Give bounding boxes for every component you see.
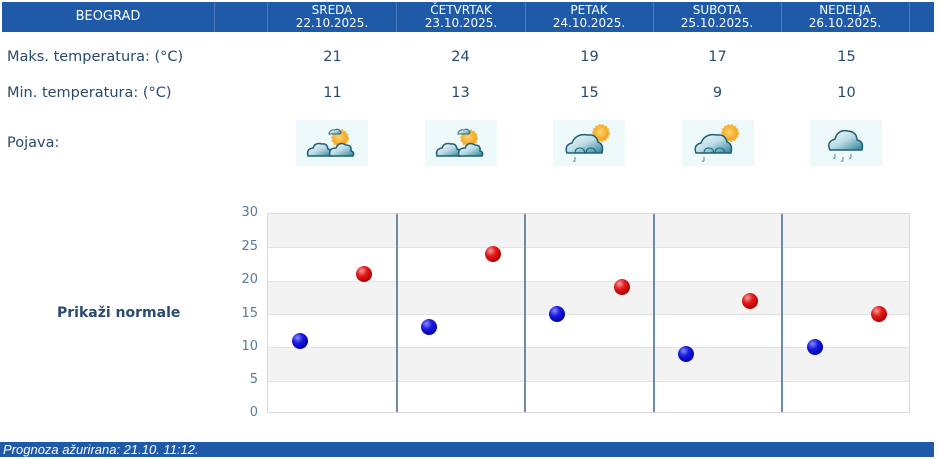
min-temp-marker	[549, 306, 566, 322]
temperature-chart	[267, 213, 910, 413]
gridline	[268, 381, 909, 382]
min-temp-marker	[806, 339, 823, 356]
phenomenon-label: Pojava:	[7, 135, 60, 151]
min-temp-marker	[292, 332, 309, 349]
day-date: 24.10.2025.	[552, 16, 626, 30]
day-header-4: SUBOTA 25.10.2025.	[653, 2, 782, 32]
day-divider	[396, 214, 398, 412]
partly-cloudy-icon	[296, 120, 368, 166]
min-temp-marker	[677, 346, 694, 362]
y-tick: 15	[241, 306, 258, 321]
max-temp-value: 19	[580, 49, 599, 65]
day-divider	[781, 214, 783, 412]
y-tick: 30	[241, 205, 258, 220]
max-temp-marker	[742, 292, 759, 309]
day-divider	[653, 214, 655, 412]
y-tick: 20	[241, 272, 258, 287]
y-tick: 25	[241, 239, 258, 254]
gridline	[268, 314, 909, 315]
max-temp-label: Maks. temperatura: (°C)	[7, 49, 184, 65]
header-tail	[910, 2, 934, 32]
day-header-3: PETAK 24.10.2025.	[525, 2, 654, 32]
cloudy-rain-icon	[810, 120, 882, 166]
min-temp-value: 9	[712, 85, 723, 101]
min-temp-value: 11	[323, 85, 342, 101]
gridline	[268, 281, 909, 282]
min-temp-label: Min. temperatura: (°C)	[7, 85, 172, 101]
day-header-1: SREDA 22.10.2025.	[268, 2, 397, 32]
grid-band	[268, 214, 909, 247]
show-normals-link[interactable]: Prikaži normale	[57, 305, 181, 321]
day-name: PETAK	[570, 3, 608, 17]
y-tick: 10	[241, 339, 258, 354]
grid-band	[268, 347, 909, 381]
partly-cloudy-icon	[425, 120, 497, 166]
max-temp-marker	[613, 279, 630, 296]
day-date: 26.10.2025.	[808, 16, 882, 30]
max-temp-value: 17	[708, 49, 727, 65]
max-temp-marker	[356, 266, 373, 282]
min-temp-value: 13	[451, 85, 470, 101]
min-temp-value: 10	[837, 85, 856, 101]
y-tick: 5	[249, 372, 258, 387]
max-temp-marker	[870, 306, 887, 322]
day-date: 23.10.2025.	[424, 16, 498, 30]
min-temp-marker	[420, 319, 437, 336]
max-temp-marker	[485, 246, 502, 262]
forecast-updated: Prognoza ažurirana: 21.10. 11:12.	[0, 442, 934, 457]
day-divider	[524, 214, 526, 412]
min-temp-value: 15	[580, 85, 599, 101]
grid-band	[268, 281, 909, 314]
max-temp-value: 15	[837, 49, 856, 65]
day-date: 22.10.2025.	[295, 16, 369, 30]
city-name: BEOGRAD	[2, 2, 215, 32]
header-spacer	[215, 2, 268, 32]
y-tick: 0	[249, 405, 258, 420]
gridline	[268, 247, 909, 248]
partly-cloudy-light-rain-icon	[682, 120, 754, 166]
day-name: SUBOTA	[692, 3, 742, 17]
partly-cloudy-light-rain-icon	[553, 120, 625, 166]
max-temp-value: 21	[323, 49, 342, 65]
day-name: NEDELJA	[819, 3, 871, 17]
gridline	[268, 347, 909, 348]
max-temp-value: 24	[451, 49, 470, 65]
day-header-5: NEDELJA 26.10.2025.	[781, 2, 910, 32]
day-name: ČETVRTAK	[430, 3, 492, 17]
forecast-header: BEOGRAD SREDA 22.10.2025. ČETVRTAK 23.10…	[2, 2, 934, 32]
day-date: 25.10.2025.	[680, 16, 754, 30]
day-name: SREDA	[311, 3, 353, 17]
day-header-2: ČETVRTAK 23.10.2025.	[397, 2, 526, 32]
